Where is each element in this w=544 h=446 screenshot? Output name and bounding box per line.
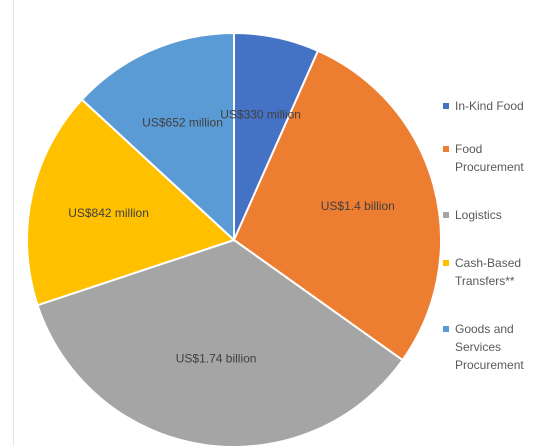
legend-swatch [443, 103, 449, 109]
pie-data-label: US$652 million [142, 115, 223, 129]
legend-label: Goods and Services Procurement [455, 320, 524, 374]
pie-slices [27, 33, 441, 446]
legend-swatch [443, 260, 449, 266]
legend-label: Logistics [455, 206, 502, 224]
legend-swatch [443, 146, 449, 152]
legend-label: Cash-Based Transfers** [455, 254, 521, 290]
legend-item: Food Procurement [443, 140, 543, 176]
legend-item: In-Kind Food [443, 97, 543, 115]
legend-item: Cash-Based Transfers** [443, 254, 543, 290]
legend-swatch [443, 326, 449, 332]
legend-swatch [443, 212, 449, 218]
legend-item: Logistics [443, 206, 543, 224]
chart-legend: In-Kind Food Food Procurement Logistics Cash… [443, 97, 543, 374]
legend-label: In-Kind Food [455, 97, 524, 115]
pie-data-label: US$1.74 billion [176, 352, 257, 366]
pie-data-label: US$842 million [68, 206, 149, 220]
legend-label: Food Procurement [455, 140, 524, 176]
pie-data-label: US$330 million [220, 107, 301, 121]
pie-data-label: US$1.4 billion [321, 199, 395, 213]
legend-item: Goods and Services Procurement [443, 320, 543, 374]
